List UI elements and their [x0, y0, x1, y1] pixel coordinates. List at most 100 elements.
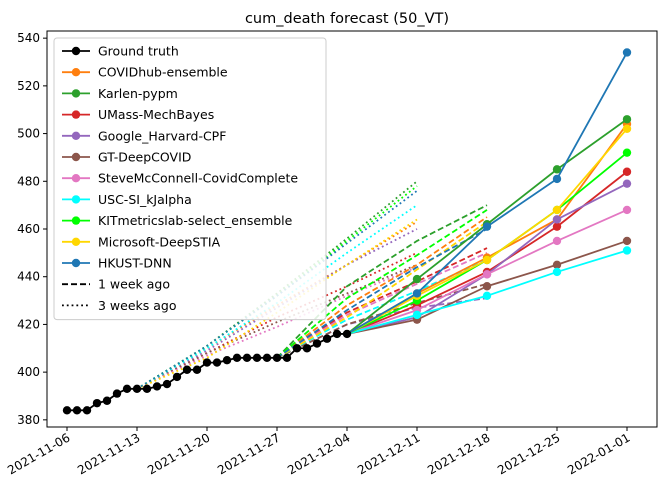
series-point-4-3 [622, 236, 632, 246]
plot-area [46, 30, 658, 428]
legend-label-1: COVIDhub-ensemble [98, 65, 228, 80]
ground-truth-point-10 [162, 379, 172, 389]
series-3wk-line-5 [136, 266, 418, 390]
y-tick-label-5: 480 [17, 174, 40, 188]
ground-truth-point-23 [292, 344, 302, 353]
legend-label-2: Karlen-pypm [98, 86, 178, 101]
legend-swatch-marker-10 [71, 258, 81, 268]
legend-swatch-marker-2 [71, 89, 81, 98]
series-point-4-2 [552, 260, 562, 269]
series-point-1-0 [412, 274, 422, 284]
series-point-6-2 [552, 267, 562, 277]
series-point-6-3 [622, 246, 632, 255]
legend-box [53, 37, 327, 321]
legend-swatch-marker-4 [71, 131, 81, 140]
ground-truth-point-26 [322, 334, 332, 343]
series-point-2-2 [552, 222, 562, 231]
series-point-7-3 [622, 148, 632, 157]
series-point-6-0 [412, 310, 422, 320]
series-1wk-line-1 [276, 204, 488, 359]
y-tick-label-0: 380 [17, 413, 40, 427]
y-axis: 380 400 420 440 460 480 500 520 540 [17, 31, 47, 427]
chart-title: cum_death forecast (50_VT) [245, 11, 449, 27]
ground-truth-point-22 [282, 353, 292, 363]
ground-truth-point-21 [272, 353, 282, 363]
series-point-1-3 [622, 115, 632, 124]
legend-label-9: Microsoft-DeepSTIA [98, 234, 221, 249]
y-tick-label-8: 540 [17, 31, 40, 45]
ground-truth-point-9 [152, 382, 162, 391]
series-point-9-0 [412, 289, 422, 298]
legend-swatch-marker-9 [71, 237, 81, 246]
ground-truth-point-5 [112, 389, 122, 398]
legend-swatch-marker-5 [71, 152, 81, 162]
legend-swatch-marker-6 [71, 174, 81, 183]
series-point-5-2 [552, 236, 562, 246]
legend-label-12: 3 weeks ago [98, 298, 177, 313]
series-point-6-1 [482, 291, 492, 300]
series-point-2-3 [622, 167, 632, 176]
series-point-8-2 [552, 205, 562, 215]
legend-label-4: Google_Harvard-CPF [98, 128, 226, 143]
ground-truth-point-1 [72, 406, 82, 415]
legend-label-10: HKUST-DNN [98, 256, 172, 271]
legend-label-7: USC-SI_kJalpha [98, 192, 192, 207]
y-tick-label-7: 520 [17, 79, 40, 93]
ground-truth-point-16 [222, 356, 232, 365]
y-tick-label-1: 400 [17, 365, 40, 379]
ground-truth-point-17 [232, 353, 242, 363]
ground-truth-point-8 [142, 384, 152, 394]
legend-swatch-marker-1 [71, 68, 81, 77]
legend-label-11: 1 week ago [98, 277, 170, 292]
series-point-1-2 [552, 165, 562, 174]
legend-label-0: Ground truth [98, 44, 179, 59]
ground-truth-point-19 [252, 353, 262, 363]
ground-truth-point-13 [192, 365, 202, 374]
series-1wk-line-8 [276, 221, 488, 359]
ground-truth-point-0 [62, 406, 72, 415]
legend-swatch-marker-3 [71, 110, 81, 119]
legend-swatch-marker-8 [71, 216, 81, 225]
series-3wk-line-3 [136, 228, 418, 390]
series-1wk-line-4 [276, 283, 488, 359]
ground-truth-point-3 [92, 398, 102, 408]
series-point-8-3 [622, 124, 632, 134]
legend-swatch-marker-7 [71, 195, 81, 204]
ground-truth-point-27 [332, 329, 342, 339]
ground-truth-point-28 [342, 329, 352, 339]
ground-truth-point-11 [172, 372, 182, 382]
y-tick-label-4: 460 [17, 222, 40, 236]
ground-truth-point-20 [262, 353, 272, 363]
series-1wk-line-2 [276, 247, 488, 359]
series-1wk-line-0 [276, 216, 488, 359]
series-point-3-3 [622, 179, 632, 188]
ground-truth-point-15 [212, 358, 222, 367]
ground-truth-point-7 [132, 384, 142, 394]
series-3wk-line-2 [136, 252, 418, 390]
series-point-9-3 [622, 48, 632, 57]
series-point-3-2 [552, 215, 562, 224]
legend-label-5: GT-DeepCOVID [98, 150, 191, 165]
legend-swatch-marker-0 [71, 46, 81, 56]
series-1wk-line-5 [276, 252, 488, 359]
legend: Ground truth COVIDhub-ensemble Karlen-pypm… [53, 37, 327, 321]
y-tick-label-6: 500 [17, 127, 40, 141]
ground-truth-point-12 [182, 365, 192, 374]
series-point-9-1 [482, 222, 492, 231]
series-point-9-2 [552, 174, 562, 184]
ground-truth-point-24 [302, 344, 312, 353]
ground-truth-point-4 [102, 396, 112, 405]
legend-label-3: UMass-MechBayes [98, 107, 214, 122]
ground-truth-point-18 [242, 353, 252, 363]
series-point-5-3 [622, 205, 632, 215]
series-point-8-1 [482, 255, 492, 265]
y-tick-label-2: 420 [17, 317, 40, 331]
legend-label-8: KITmetricslab-select_ensemble [98, 213, 293, 228]
series-point-4-1 [482, 282, 492, 291]
ground-truth-point-14 [202, 358, 212, 367]
ground-truth-point-25 [312, 339, 322, 348]
y-tick-label-3: 440 [17, 270, 40, 284]
ground-truth-point-2 [82, 406, 92, 415]
series-1wk-line-7 [276, 209, 488, 359]
